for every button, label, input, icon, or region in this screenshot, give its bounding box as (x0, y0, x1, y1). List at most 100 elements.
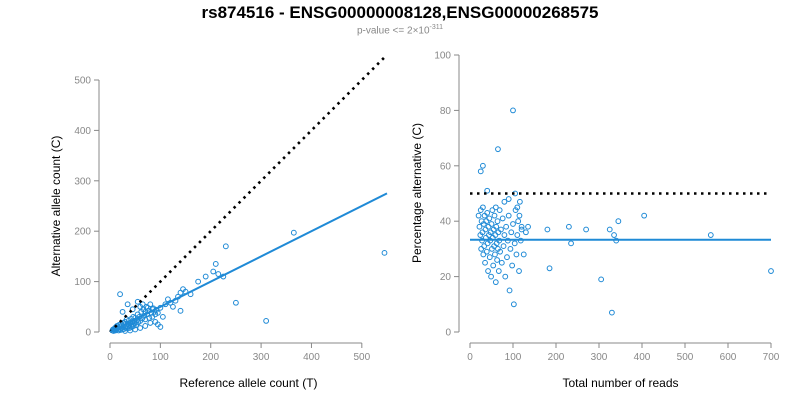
data-point (641, 212, 648, 219)
data-point (495, 268, 502, 274)
data-point (768, 268, 774, 274)
data-point (492, 204, 499, 211)
data-point (505, 212, 512, 219)
data-point (485, 268, 491, 274)
data-point (516, 198, 523, 205)
data-point (139, 301, 146, 308)
data-point (511, 240, 518, 247)
y-tick-label: 100 (74, 277, 91, 288)
data-point (518, 226, 525, 233)
y-axis-label: Percentage alternative (C) (410, 123, 424, 263)
data-point (498, 226, 504, 233)
data-point (154, 309, 161, 316)
y-tick-label: 0 (85, 328, 91, 339)
data-point (492, 251, 498, 258)
data-point (518, 223, 525, 230)
y-tick-label: 0 (445, 328, 451, 339)
reference-line (109, 53, 388, 333)
data-point (482, 259, 488, 266)
data-point (212, 261, 219, 267)
data-point (507, 246, 514, 252)
data-point (508, 229, 515, 236)
data-point (546, 265, 553, 272)
y-axis-label: Alternative allele count (C) (49, 136, 63, 277)
data-point (488, 273, 494, 280)
x-axis-label: Total number of reads (562, 376, 678, 390)
data-point (516, 212, 523, 219)
right-scatter-panel: 0 100 200 300 400 500 600 700 0 20 40 60 80 100 Total … (410, 51, 780, 391)
data-point (503, 223, 510, 230)
data-point (486, 254, 493, 261)
x-tick-label: 300 (253, 352, 270, 363)
data-point (488, 221, 495, 227)
left-scatter-panel: 0 100 200 300 400 500 0 100 200 300 400 500 Referenc… (49, 53, 388, 390)
data-point (157, 324, 164, 330)
data-point (611, 232, 617, 238)
data-point (485, 223, 492, 230)
data-point (494, 257, 500, 263)
data-point (514, 232, 521, 238)
data-point (482, 226, 489, 233)
x-axis-label: Reference allele count (T) (179, 376, 317, 390)
y-tick-label: 40 (440, 217, 452, 228)
data-point (510, 107, 516, 114)
data-point (119, 308, 126, 315)
data-point (170, 303, 176, 310)
data-point (122, 328, 129, 334)
data-point (514, 204, 521, 211)
data-point (506, 287, 513, 294)
x-tick-label: 400 (303, 352, 320, 363)
data-point (500, 243, 507, 250)
x-tick-label: 100 (505, 352, 522, 363)
y-tick-label: 500 (74, 76, 91, 87)
data-point (501, 198, 508, 205)
data-point (480, 162, 486, 169)
data-point (498, 259, 505, 266)
data-point (496, 207, 503, 214)
data-point (137, 325, 144, 331)
x-tick-label: 700 (763, 352, 780, 363)
data-point (499, 215, 506, 222)
data-point (492, 279, 499, 286)
data-point (583, 226, 589, 233)
data-point (523, 229, 529, 236)
data-point (513, 251, 520, 258)
data-point (568, 240, 574, 247)
data-point (144, 304, 151, 311)
data-point (707, 232, 714, 238)
data-point (222, 243, 229, 250)
data-point (290, 229, 297, 236)
data-point (490, 262, 497, 269)
data-point (129, 306, 136, 313)
data-point (142, 323, 149, 329)
data-point (481, 243, 488, 250)
x-tick-label: 400 (634, 352, 651, 363)
data-point (566, 223, 572, 230)
data-point (497, 248, 504, 255)
data-point (263, 318, 270, 324)
data-point (501, 232, 508, 238)
data-point (495, 146, 501, 153)
data-point (606, 226, 613, 233)
data-point (598, 276, 605, 283)
data-point (233, 299, 239, 306)
data-point (615, 218, 622, 225)
data-point (210, 268, 217, 275)
data-point (494, 218, 501, 225)
data-point (477, 168, 484, 175)
data-point (520, 251, 527, 258)
data-point (476, 223, 483, 230)
data-point (510, 221, 516, 227)
data-point (509, 262, 516, 269)
data-point (475, 212, 482, 219)
data-point (504, 254, 510, 261)
x-tick-label: 0 (107, 352, 113, 363)
data-point (493, 223, 500, 230)
x-tick-label: 0 (467, 352, 473, 363)
x-tick-label: 600 (720, 352, 737, 363)
data-point (195, 278, 202, 285)
data-point (489, 207, 496, 214)
fit-line (109, 192, 388, 333)
y-tick-label: 100 (434, 51, 451, 62)
